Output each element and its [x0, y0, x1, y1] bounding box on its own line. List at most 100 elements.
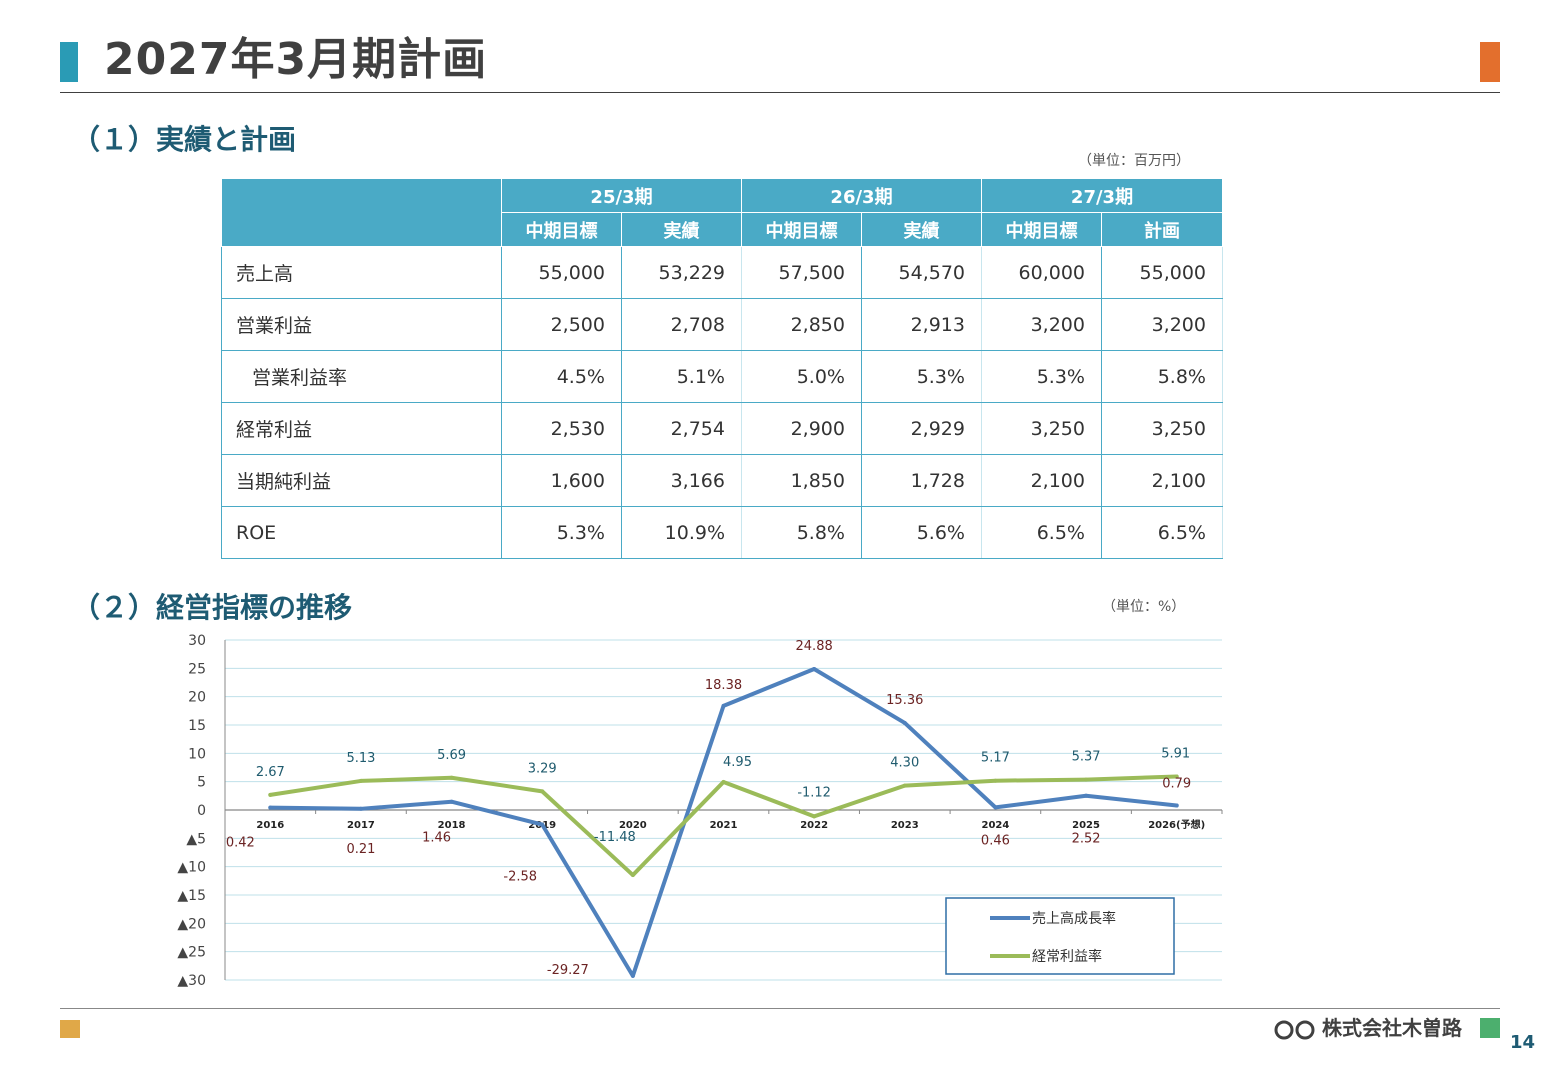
- table-cell: 5.8%: [741, 506, 862, 559]
- sales-growth-data-label: 24.88: [796, 639, 833, 654]
- table-cell: 1,600: [501, 454, 622, 507]
- legend-label-ordinary-margin: 経常利益率: [1032, 948, 1102, 965]
- ordinary-margin-point: [1174, 774, 1179, 779]
- y-tick-label: ▲15: [177, 888, 206, 904]
- table-cell: 5.3%: [501, 506, 622, 559]
- sales-growth-point: [1084, 793, 1089, 798]
- footer-divider: [60, 1008, 1500, 1009]
- ordinary-margin-point: [540, 789, 545, 794]
- table-cell: 6.5%: [1101, 506, 1223, 559]
- table-cell: 5.1%: [621, 350, 742, 403]
- table-cell: 4.5%: [501, 350, 622, 403]
- row-label: 売上高: [221, 246, 502, 299]
- sales-growth-point: [721, 703, 726, 708]
- sales-growth-data-label: 0.42: [226, 836, 255, 851]
- legend-label-sales-growth: 売上高成長率: [1032, 910, 1116, 927]
- sales-growth-point: [358, 806, 363, 811]
- table-cell: 2,530: [501, 402, 622, 455]
- sales-growth-data-label: 0.21: [346, 842, 375, 857]
- ordinary-margin-data-label: 5.13: [346, 751, 375, 766]
- table-cell: 10.9%: [621, 506, 742, 559]
- row-label: ROE: [221, 506, 502, 559]
- ordinary-margin-data-label: 5.37: [1072, 750, 1101, 765]
- ordinary-margin-data-label: -11.48: [594, 830, 636, 845]
- sales-growth-point: [902, 720, 907, 725]
- table-cell: 2,754: [621, 402, 742, 455]
- table-cell: 2,708: [621, 298, 742, 351]
- ordinary-margin-data-label: 5.69: [437, 748, 466, 763]
- table-unit-note: （単位：百万円）: [1078, 153, 1190, 169]
- table-cell: 2,913: [861, 298, 982, 351]
- footer-left-accent: [60, 1020, 80, 1038]
- x-tick-label: 2016: [256, 820, 284, 831]
- chart-axes: 30 25 20 15 10 5 0 ▲5 ▲10 ▲15 ▲20 ▲25 ▲30 2016 2017 201…: [177, 633, 1223, 989]
- chart-unit-note: （単位：%）: [1102, 599, 1186, 615]
- sales-growth-data-label: -29.27: [547, 963, 589, 978]
- table-cell: 6.5%: [981, 506, 1102, 559]
- company-logo: 株式会社木曽路: [1272, 1014, 1462, 1042]
- table-corner-header: [221, 178, 502, 247]
- sales-growth-data-label: 0.79: [1162, 777, 1191, 792]
- management-indicators-chart: 30 25 20 15 10 5 0 ▲5 ▲10 ▲15 ▲20 ▲25 ▲30 2016 2017 201…: [177, 633, 1223, 989]
- y-tick-label: ▲25: [177, 945, 206, 961]
- ordinary-margin-point: [993, 778, 998, 783]
- period-header: 25/3期: [501, 178, 742, 213]
- ordinary-margin-point: [1084, 777, 1089, 782]
- y-tick-label: 20: [188, 690, 206, 706]
- table-cell: 54,570: [861, 246, 982, 299]
- x-tick-label: 2024: [981, 820, 1009, 831]
- ordinary-margin-point: [449, 775, 454, 780]
- table-row-sales: 売上高 55,000 53,229 57,500 54,570 60,000 5…: [221, 246, 1223, 299]
- table-cell: 5.3%: [861, 350, 982, 403]
- y-tick-label: ▲10: [177, 860, 206, 876]
- table-cell: 1,850: [741, 454, 862, 507]
- table-cell: 3,200: [1101, 298, 1223, 351]
- x-tick-label: 2020: [619, 820, 647, 831]
- sales-growth-data-label: 1.46: [422, 831, 451, 846]
- table-cell: 57,500: [741, 246, 862, 299]
- sub-header: 計画: [1101, 212, 1223, 247]
- table-cell: 55,000: [501, 246, 622, 299]
- ordinary-margin-data-label: 3.29: [528, 761, 557, 776]
- table-row-roe: ROE 5.3% 10.9% 5.8% 5.6% 6.5% 6.5%: [221, 506, 1223, 559]
- y-tick-label: 10: [188, 746, 206, 762]
- ordinary-margin-data-label: 4.30: [890, 756, 919, 771]
- ordinary-margin-point: [268, 792, 273, 797]
- table-cell: 3,250: [981, 402, 1102, 455]
- sales-growth-point: [268, 805, 273, 810]
- sub-header: 中期目標: [981, 212, 1102, 247]
- sales-growth-data-label: 0.46: [981, 833, 1010, 848]
- table-cell: 3,166: [621, 454, 742, 507]
- table-cell: 2,100: [1101, 454, 1223, 507]
- sales-growth-data-label: 2.52: [1072, 832, 1101, 847]
- table-cell: 5.0%: [741, 350, 862, 403]
- table-cell: 5.3%: [981, 350, 1102, 403]
- sub-header: 中期目標: [741, 212, 862, 247]
- x-tick-label: 2023: [891, 820, 919, 831]
- table-row-operating-profit: 営業利益 2,500 2,708 2,850 2,913 3,200 3,200: [221, 298, 1223, 351]
- y-tick-label: 0: [197, 803, 206, 819]
- x-tick-label: 2021: [710, 820, 738, 831]
- sub-header: 中期目標: [501, 212, 622, 247]
- table-cell: 2,900: [741, 402, 862, 455]
- sales-growth-point: [993, 805, 998, 810]
- y-tick-label: ▲20: [177, 916, 206, 932]
- y-tick-label: ▲30: [177, 973, 206, 989]
- ordinary-margin-data-label: -1.12: [797, 785, 831, 800]
- x-tick-label: 2025: [1072, 820, 1100, 831]
- table-cell: 5.6%: [861, 506, 982, 559]
- company-logo-icon: [1274, 1020, 1315, 1039]
- y-tick-label: 30: [188, 633, 206, 649]
- footer-right-accent: [1480, 1018, 1500, 1038]
- ordinary-margin-data-label: 5.17: [981, 751, 1010, 766]
- ordinary-margin-point: [812, 814, 817, 819]
- table-cell: 60,000: [981, 246, 1102, 299]
- section1-title: （１）実績と計画: [72, 123, 297, 156]
- company-name: 株式会社木曽路: [1322, 1016, 1462, 1040]
- sales-growth-data-label: 15.36: [886, 693, 923, 708]
- legend-box: [945, 897, 1175, 975]
- period-header: 27/3期: [981, 178, 1223, 213]
- chart-data-labels: 0.42 0.21 1.46 -2.58 -29.27 18.38 24.88 15.36 0.…: [226, 639, 1191, 978]
- ordinary-margin-data-label: 2.67: [256, 765, 285, 780]
- sub-header: 実績: [621, 212, 742, 247]
